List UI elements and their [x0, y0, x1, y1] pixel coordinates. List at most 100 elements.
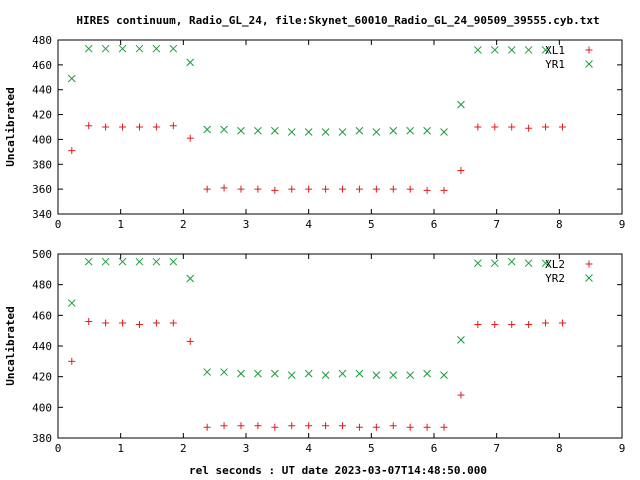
plot-2-ticks: 0 1 2 3 4 5 6 7 8 9 380 400 420 440 460 480 500 — [32, 248, 625, 455]
data-point — [118, 44, 127, 53]
data-point — [321, 371, 330, 379]
x-tick-label: 3 — [243, 218, 250, 231]
x-axis-label: rel seconds : UT date 2023-03-07T14:48:5… — [189, 464, 487, 477]
data-point — [135, 257, 144, 266]
data-point — [186, 274, 195, 283]
data-point — [270, 126, 279, 135]
data-point — [339, 422, 347, 430]
x-tick-label: 1 — [117, 442, 124, 455]
x-tick-label: 2 — [180, 442, 187, 455]
data-point — [372, 371, 381, 379]
data-point — [203, 423, 211, 431]
data-point — [507, 46, 516, 54]
data-point — [186, 337, 194, 345]
data-point — [338, 369, 347, 378]
data-point — [169, 319, 177, 327]
data-point — [101, 257, 110, 266]
data-point — [220, 125, 228, 134]
data-point — [457, 391, 465, 399]
data-point — [203, 125, 212, 134]
data-point — [254, 185, 262, 193]
y-tick-label: 480 — [32, 34, 52, 47]
data-point — [525, 321, 533, 329]
data-point — [423, 186, 431, 194]
x-tick-label: 8 — [556, 218, 563, 231]
data-point — [542, 123, 550, 131]
y-tick-label: 440 — [32, 84, 52, 97]
data-point — [542, 319, 550, 327]
data-point — [558, 123, 566, 131]
data-point — [237, 126, 245, 135]
data-point — [220, 184, 228, 192]
series-YR2 — [67, 257, 550, 379]
data-point — [152, 257, 161, 266]
data-point — [135, 321, 143, 329]
data-point — [287, 128, 296, 136]
data-point — [305, 422, 313, 430]
data-point — [135, 123, 143, 131]
data-point — [355, 126, 364, 135]
data-point — [169, 44, 178, 53]
data-point — [288, 422, 296, 430]
data-point — [355, 369, 364, 378]
legend-label: XL2 — [545, 258, 565, 271]
y-tick-label: 460 — [32, 309, 52, 322]
data-point — [423, 126, 431, 135]
data-point — [389, 126, 398, 135]
data-point — [237, 369, 245, 378]
data-point — [339, 185, 347, 193]
legend-marker — [585, 260, 593, 268]
data-point — [474, 259, 482, 268]
data-point — [423, 423, 431, 431]
y-tick-label: 440 — [32, 340, 52, 353]
series-XL2 — [68, 317, 566, 431]
x-tick-label: 4 — [305, 218, 312, 231]
data-point — [440, 371, 448, 379]
data-point — [508, 123, 516, 131]
data-point — [338, 128, 347, 136]
data-point — [474, 123, 482, 131]
data-point — [102, 123, 110, 131]
x-tick-label: 1 — [117, 218, 124, 231]
y-tick-label: 420 — [32, 371, 52, 384]
data-point — [304, 369, 313, 378]
x-tick-label: 7 — [493, 442, 500, 455]
x-tick-label: 9 — [619, 442, 626, 455]
data-point — [423, 369, 431, 378]
y-tick-label: 400 — [32, 133, 52, 146]
data-point — [558, 319, 566, 327]
plot-2-series — [67, 257, 566, 431]
data-point — [508, 321, 516, 329]
data-point — [84, 257, 93, 266]
data-point — [119, 123, 127, 131]
data-point — [490, 259, 499, 268]
data-point — [237, 185, 245, 193]
data-point — [440, 128, 448, 136]
data-point — [84, 44, 93, 53]
series-XL1 — [68, 122, 566, 194]
y-tick-label: 380 — [32, 432, 52, 445]
plot-1-series — [67, 44, 566, 194]
x-tick-label: 2 — [180, 218, 187, 231]
data-point — [119, 319, 127, 327]
plot-2-ylabel: Uncalibrated — [4, 306, 17, 385]
x-tick-label: 3 — [243, 442, 250, 455]
data-point — [203, 368, 212, 376]
x-tick-label: 0 — [55, 442, 62, 455]
data-point — [491, 123, 499, 131]
y-tick-label: 360 — [32, 183, 52, 196]
x-tick-label: 6 — [431, 442, 438, 455]
data-point — [389, 422, 397, 430]
data-point — [491, 321, 499, 329]
data-point — [254, 422, 262, 430]
data-point — [68, 147, 76, 155]
data-point — [67, 299, 76, 307]
data-point — [304, 128, 313, 136]
x-tick-label: 9 — [619, 218, 626, 231]
data-point — [152, 319, 160, 327]
y-tick-label: 500 — [32, 248, 52, 261]
data-point — [389, 371, 398, 379]
